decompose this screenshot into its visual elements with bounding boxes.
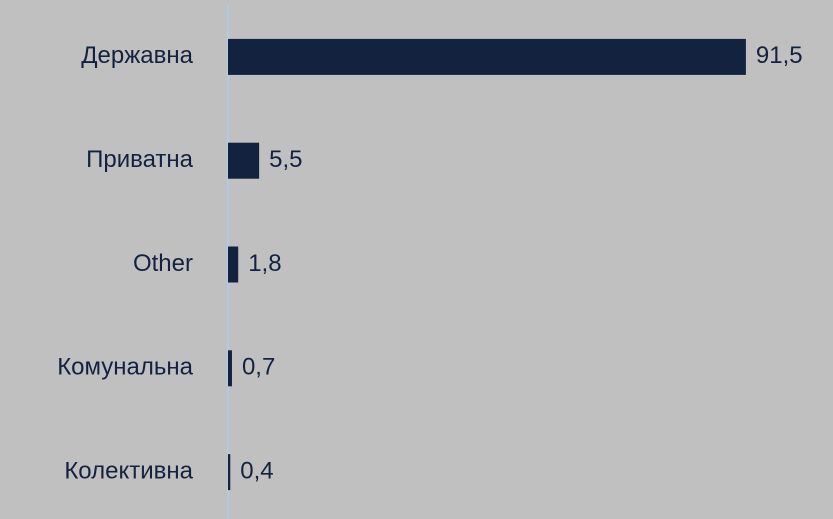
bar (228, 350, 232, 387)
bar (228, 454, 231, 491)
category-label: Приватна (86, 146, 194, 173)
value-label: 1,8 (248, 250, 281, 277)
category-label: Державна (81, 42, 193, 69)
bar (228, 246, 239, 283)
category-label: Other (133, 250, 193, 277)
bar (228, 38, 746, 75)
category-label: Комунальна (57, 354, 193, 381)
bar (228, 142, 260, 179)
value-label: 0,7 (242, 354, 275, 381)
category-label: Колективна (64, 457, 193, 484)
value-label: 0,4 (240, 457, 273, 484)
value-label: 5,5 (269, 146, 302, 173)
value-label: 91,5 (756, 42, 803, 69)
